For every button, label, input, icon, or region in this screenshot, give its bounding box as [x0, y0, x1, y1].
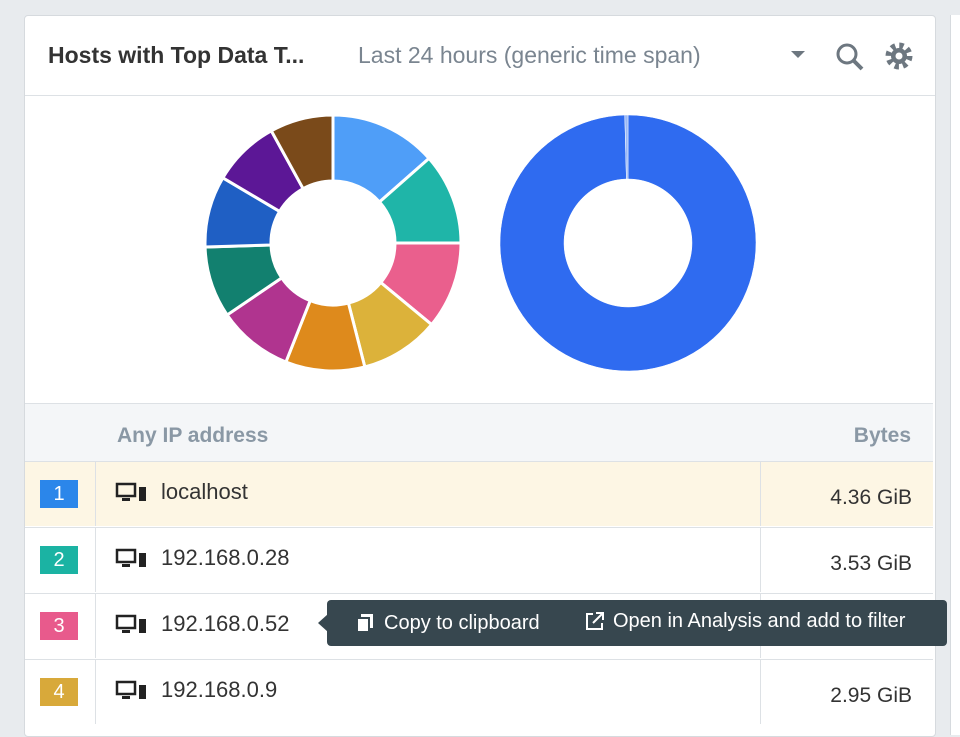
donut-segment	[269, 113, 335, 191]
rank-badge: 2	[40, 546, 78, 574]
tower	[139, 553, 146, 567]
table-row[interactable]: 4 192.168.0.9 2.95 GiB	[25, 659, 933, 724]
host-name[interactable]: 192.168.0.9	[161, 677, 278, 702]
adjacent-panel	[950, 15, 960, 735]
monitor	[115, 614, 137, 630]
stand	[122, 630, 130, 633]
column-header[interactable]: Any IP address	[117, 424, 269, 447]
charts-area	[203, 113, 757, 373]
copy-icon	[356, 614, 373, 633]
monitor	[115, 482, 137, 498]
rank-cell	[25, 660, 96, 724]
bytes-cell: 3.53 GiB	[760, 528, 934, 592]
stand	[122, 696, 130, 699]
context-tooltip: Copy to clipboard Open in Analysis and a…	[318, 600, 947, 646]
rank-cell	[25, 462, 96, 526]
table-row[interactable]: 2 192.168.0.28 3.53 GiB	[25, 527, 933, 592]
monitor	[115, 548, 137, 564]
monitor	[115, 680, 137, 696]
donut-segment	[499, 114, 757, 372]
bytes-cell: 2.95 GiB	[760, 660, 934, 724]
bytes-value: 3.53 GiB	[830, 552, 912, 575]
search-icon[interactable]	[833, 40, 867, 74]
tooltip-action[interactable]: Copy to clipboard	[384, 612, 540, 634]
tower	[139, 487, 146, 501]
tower	[139, 619, 146, 633]
rank-cell	[25, 528, 96, 592]
rank-cell	[25, 594, 96, 658]
panel-header: Hosts with Top Data T... Last 24 hours (…	[25, 16, 935, 96]
table-header: Any IP address Bytes	[25, 403, 933, 462]
rank-badge: 1	[40, 480, 78, 508]
rank-badge: 3	[40, 612, 78, 640]
bytes-value: 4.36 GiB	[830, 486, 912, 509]
time-span-selector[interactable]: Last 24 hours (generic time span)	[358, 42, 701, 68]
device-icon	[115, 548, 146, 567]
stand	[122, 564, 130, 567]
device-icon	[115, 680, 146, 699]
device-icon	[115, 482, 146, 501]
tooltip-action[interactable]: Open in Analysis and add to filter	[613, 610, 906, 632]
rank-badge: 4	[40, 678, 78, 706]
tooltip-arrow	[318, 614, 328, 632]
stand	[122, 498, 130, 501]
host-name[interactable]: 192.168.0.28	[161, 545, 290, 570]
host-name[interactable]: localhost	[161, 479, 248, 504]
dropdown-caret[interactable]	[789, 48, 807, 60]
external-link-icon	[586, 612, 604, 630]
tower	[139, 685, 146, 699]
device-icon	[115, 614, 146, 633]
settings-icon[interactable]	[883, 40, 917, 74]
bytes-value: 2.95 GiB	[830, 684, 912, 707]
donut-segment	[624, 114, 629, 180]
table-row[interactable]: 1 localhost 4.36 GiB	[25, 461, 933, 526]
column-header[interactable]: Bytes	[853, 424, 911, 447]
host-name[interactable]: 192.168.0.52	[161, 611, 290, 636]
bytes-cell: 4.36 GiB	[760, 462, 934, 526]
panel-title: Hosts with Top Data T...	[48, 42, 305, 68]
